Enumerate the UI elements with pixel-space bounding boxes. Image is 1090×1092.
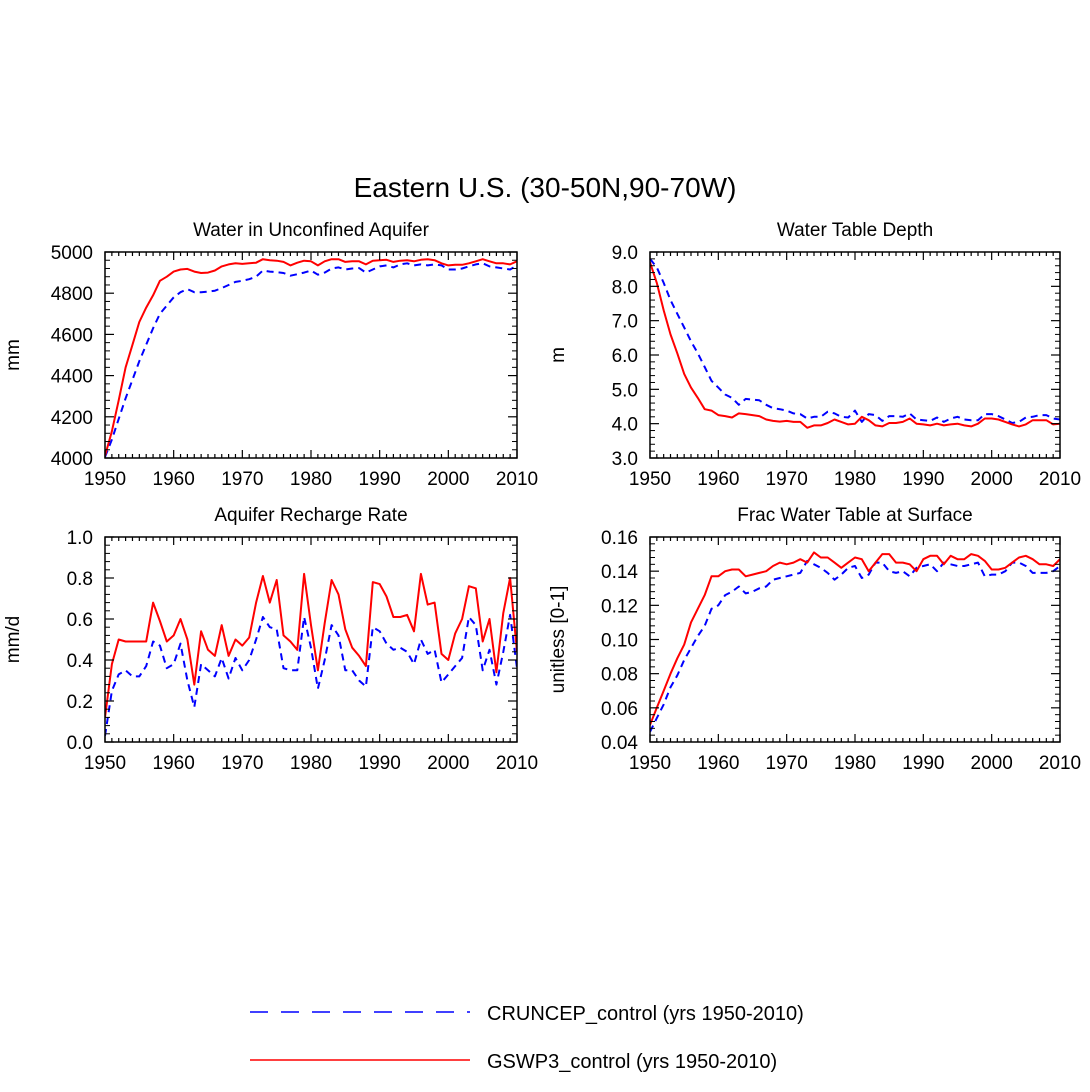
panel-title-water-in-unconfined-aquifer: Water in Unconfined Aquifer — [193, 220, 430, 241]
y-tick-label-aquifer-recharge-rate: 0.4 — [67, 651, 94, 672]
y-tick-label-frac-water-table-at-surface: 0.14 — [601, 562, 638, 583]
y-tick-label-water-table-depth: 9.0 — [612, 243, 638, 264]
series-line-aquifer-recharge-rate-cruncep — [105, 613, 517, 737]
y-tick-label-water-in-unconfined-aquifer: 5000 — [51, 243, 93, 264]
y-tick-label-water-in-unconfined-aquifer: 4600 — [51, 325, 93, 346]
y-tick-label-water-in-unconfined-aquifer: 4000 — [51, 449, 93, 470]
x-tick-label-water-in-unconfined-aquifer: 2000 — [427, 469, 469, 490]
y-tick-label-water-in-unconfined-aquifer: 4800 — [51, 284, 93, 305]
y-tick-label-aquifer-recharge-rate: 0.0 — [67, 733, 93, 754]
x-tick-label-water-in-unconfined-aquifer: 1970 — [221, 469, 263, 490]
series-line-water-in-unconfined-aquifer-gswp3 — [105, 258, 517, 457]
x-tick-label-water-in-unconfined-aquifer: 1950 — [84, 469, 126, 490]
legend-label-gswp3: GSWP3_control (yrs 1950-2010) — [487, 1051, 777, 1073]
y-axis-label-frac-water-table-at-surface: unitless [0-1] — [548, 586, 569, 694]
y-tick-label-aquifer-recharge-rate: 0.6 — [67, 610, 93, 631]
x-tick-label-frac-water-table-at-surface: 1980 — [834, 753, 876, 774]
y-tick-label-frac-water-table-at-surface: 0.04 — [601, 733, 638, 754]
y-tick-label-water-table-depth: 8.0 — [612, 277, 638, 298]
x-tick-label-frac-water-table-at-surface: 1990 — [902, 753, 944, 774]
y-tick-label-water-in-unconfined-aquifer: 4200 — [51, 408, 93, 429]
panel-frac-water-table-at-surface: Frac Water Table at Surface unitless [0-1… — [548, 505, 1081, 774]
series-line-aquifer-recharge-rate-gswp3 — [105, 572, 517, 718]
y-tick-label-aquifer-recharge-rate: 1.0 — [67, 528, 93, 549]
panel-aquifer-recharge-rate: Aquifer Recharge Rate mm/d 1950 1960 1970 198… — [3, 505, 538, 774]
series-line-water-table-depth-gswp3 — [650, 261, 1060, 429]
x-tick-label-water-table-depth: 1960 — [697, 469, 739, 490]
panel-title-water-table-depth: Water Table Depth — [777, 220, 933, 241]
plot-frame-water-table-depth — [649, 251, 1061, 459]
panel-water-in-unconfined-aquifer: Water in Unconfined Aquifer mm 1950 1960 197… — [3, 220, 538, 490]
x-tick-label-water-table-depth: 1950 — [629, 469, 671, 490]
x-tick-label-water-in-unconfined-aquifer: 1980 — [290, 469, 332, 490]
x-tick-label-aquifer-recharge-rate: 2010 — [496, 753, 538, 774]
x-tick-label-water-in-unconfined-aquifer: 2010 — [496, 469, 538, 490]
x-tick-label-water-table-depth: 2010 — [1039, 469, 1081, 490]
series-line-water-table-depth-cruncep — [650, 258, 1060, 424]
y-axis-label-water-table-depth: m — [548, 347, 569, 363]
x-tick-label-water-table-depth: 1970 — [766, 469, 808, 490]
y-tick-label-aquifer-recharge-rate: 0.2 — [67, 692, 93, 713]
x-tick-label-frac-water-table-at-surface: 1950 — [629, 753, 671, 774]
x-tick-label-aquifer-recharge-rate: 1980 — [290, 753, 332, 774]
y-tick-label-frac-water-table-at-surface: 0.16 — [601, 528, 638, 549]
y-tick-label-frac-water-table-at-surface: 0.12 — [601, 596, 638, 617]
y-axis-label-water-in-unconfined-aquifer: mm — [3, 339, 24, 371]
x-tick-label-aquifer-recharge-rate: 1950 — [84, 753, 126, 774]
series-line-frac-water-table-at-surface-gswp3 — [650, 551, 1060, 726]
x-tick-label-water-in-unconfined-aquifer: 1990 — [359, 469, 401, 490]
x-tick-label-aquifer-recharge-rate: 2000 — [427, 753, 469, 774]
y-tick-label-water-table-depth: 3.0 — [612, 449, 638, 470]
panel-title-aquifer-recharge-rate: Aquifer Recharge Rate — [214, 505, 407, 526]
legend: CRUNCEP_control (yrs 1950-2010) GSWP3_co… — [250, 1003, 804, 1073]
x-tick-label-frac-water-table-at-surface: 2000 — [971, 753, 1013, 774]
series-line-frac-water-table-at-surface-cruncep — [650, 559, 1060, 733]
x-tick-label-water-in-unconfined-aquifer: 1960 — [153, 469, 195, 490]
y-tick-label-water-table-depth: 6.0 — [612, 346, 638, 367]
x-tick-label-water-table-depth: 2000 — [971, 469, 1013, 490]
panel-water-table-depth: Water Table Depth m 1950 1960 1970 1980 1990 20… — [548, 220, 1081, 490]
panel-title-frac-water-table-at-surface: Frac Water Table at Surface — [737, 505, 973, 526]
x-tick-label-frac-water-table-at-surface: 2010 — [1039, 753, 1081, 774]
x-tick-label-aquifer-recharge-rate: 1990 — [359, 753, 401, 774]
y-tick-label-water-in-unconfined-aquifer: 4400 — [51, 367, 93, 388]
x-tick-label-frac-water-table-at-surface: 1970 — [766, 753, 808, 774]
y-tick-label-frac-water-table-at-surface: 0.08 — [601, 665, 638, 686]
y-tick-label-frac-water-table-at-surface: 0.06 — [601, 699, 638, 720]
x-tick-label-water-table-depth: 1980 — [834, 469, 876, 490]
series-line-water-in-unconfined-aquifer-cruncep — [105, 262, 517, 458]
x-tick-label-aquifer-recharge-rate: 1970 — [221, 753, 263, 774]
x-tick-label-aquifer-recharge-rate: 1960 — [153, 753, 195, 774]
page-title: Eastern U.S. (30-50N,90-70W) — [354, 172, 737, 203]
legend-label-cruncep: CRUNCEP_control (yrs 1950-2010) — [487, 1003, 804, 1025]
y-tick-label-water-table-depth: 4.0 — [612, 415, 638, 436]
x-tick-label-frac-water-table-at-surface: 1960 — [697, 753, 739, 774]
x-tick-label-water-table-depth: 1990 — [902, 469, 944, 490]
plot-frame-water-in-unconfined-aquifer — [104, 251, 518, 459]
y-tick-label-water-table-depth: 7.0 — [612, 312, 638, 333]
y-tick-label-aquifer-recharge-rate: 0.8 — [67, 569, 93, 590]
y-tick-label-water-table-depth: 5.0 — [612, 380, 638, 401]
y-axis-label-aquifer-recharge-rate: mm/d — [3, 616, 24, 664]
y-tick-label-frac-water-table-at-surface: 0.10 — [601, 631, 638, 652]
